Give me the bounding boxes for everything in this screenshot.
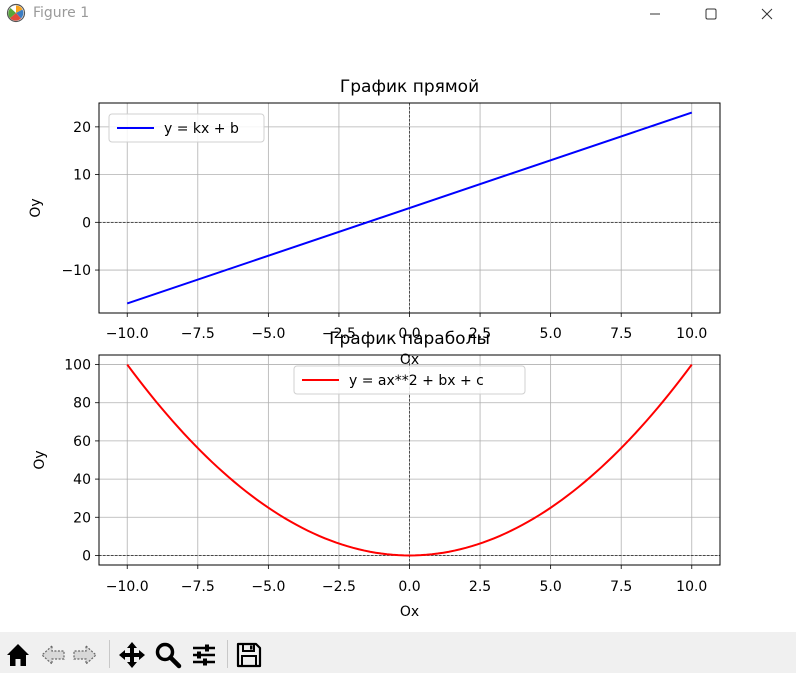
y-tick-label: 20 [73, 510, 91, 526]
plot-parabola-chart: −10.0 −7.5 −5.0 −2.5 0.0 2.5 5.0 7.5 10.0 0 20 40 60… [32, 329, 721, 620]
y-tick-label: −10 [61, 263, 91, 279]
save-button[interactable] [234, 640, 264, 670]
x-tick-label: −10.0 [106, 326, 149, 342]
forward-arrow-icon [73, 644, 97, 666]
x-tick-label: −7.5 [181, 579, 215, 595]
y-tick-label: 60 [73, 434, 91, 450]
close-button[interactable] [744, 0, 790, 27]
x-tick-label: 5.0 [540, 579, 562, 595]
toolbar-separator [109, 640, 110, 668]
y-tick-label: 40 [73, 472, 91, 488]
x-axis-label: Ox [400, 604, 419, 620]
legend-box [108, 113, 265, 143]
matplotlib-icon [6, 3, 26, 23]
x-tick-label: 10.0 [676, 579, 707, 595]
x-tick-label: −7.5 [181, 326, 215, 342]
series-line [126, 111, 693, 305]
y-tick-label: 80 [73, 396, 91, 412]
back-arrow-icon [41, 644, 65, 666]
forward-button[interactable] [70, 640, 100, 670]
x-tick-label: −5.0 [251, 326, 285, 342]
plot-line-chart: −10.0 −7.5 −5.0 −2.5 0.0 2.5 5.0 7.5 10.0 −10 0 10 2… [28, 77, 721, 368]
zoom-icon [155, 642, 182, 669]
home-button[interactable] [3, 640, 33, 670]
navigation-toolbar [0, 632, 796, 673]
figure-canvas[interactable]: −10.0 −7.5 −5.0 −2.5 0.0 2.5 5.0 7.5 10.0 −10 0 10 2… [0, 27, 796, 632]
x-tick-label: 7.5 [610, 579, 632, 595]
x-tick-label: 10.0 [676, 326, 707, 342]
y-tick-label: 0 [82, 215, 91, 231]
chart-title: График параболы [329, 329, 490, 349]
x-tick-label: 0.0 [398, 326, 420, 342]
x-tick-label: 7.5 [610, 326, 632, 342]
y-axis-label: Oy [28, 198, 44, 217]
toolbar-separator [227, 640, 228, 668]
x-tick-label: 5.0 [540, 326, 562, 342]
zoom-button[interactable] [153, 640, 183, 670]
legend-label: y = kx + b [164, 121, 239, 137]
configure-subplots-icon [193, 644, 215, 666]
x-tick-label: −5.0 [251, 579, 285, 595]
x-tick-label: 2.5 [469, 579, 491, 595]
minimize-icon [650, 13, 660, 14]
home-icon [7, 644, 29, 666]
y-tick-label: 10 [73, 168, 91, 184]
legend-box [293, 365, 526, 395]
y-tick-label: 20 [73, 120, 91, 136]
maximize-icon [705, 8, 717, 19]
window-title: Figure 1 [33, 5, 90, 21]
x-tick-label: 0.0 [398, 579, 420, 595]
series-line [126, 363, 693, 557]
legend: y = kx + b [108, 113, 265, 143]
y-tick-label: 0 [82, 548, 91, 564]
pan-icon [119, 642, 145, 668]
title-bar: Figure 1 [0, 0, 796, 27]
y-axis-label: Oy [32, 450, 48, 469]
pan-button[interactable] [117, 640, 147, 670]
x-tick-label: 2.5 [469, 326, 491, 342]
minimize-button[interactable] [632, 0, 678, 27]
legend-label: y = ax**2 + bx + c [349, 373, 484, 389]
save-icon [236, 642, 262, 668]
y-tick-label: 100 [64, 358, 91, 374]
x-tick-label: −2.5 [322, 326, 356, 342]
legend: y = ax**2 + bx + c [293, 365, 526, 395]
close-icon [761, 8, 773, 19]
back-button[interactable] [38, 640, 68, 670]
x-tick-label: −10.0 [106, 579, 149, 595]
chart-title: График прямой [340, 77, 479, 97]
x-tick-label: −2.5 [322, 579, 356, 595]
maximize-button[interactable] [688, 0, 734, 27]
configure-subplots-button[interactable] [189, 640, 219, 670]
